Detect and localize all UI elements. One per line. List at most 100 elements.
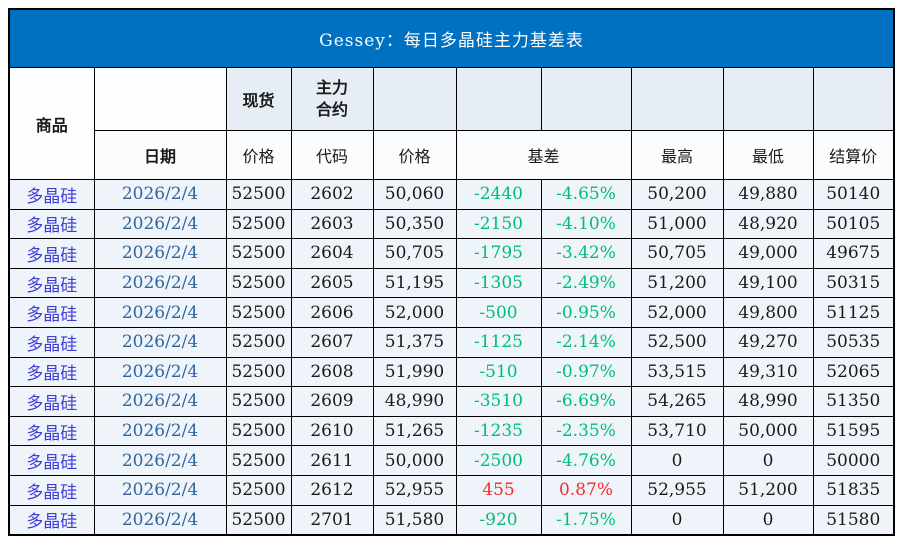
table-row: 多晶硅 2026/2/4 52500 2603 50,350 -2150 -4.… — [8, 208, 895, 240]
spot-price-cell: 52500 — [225, 326, 292, 358]
low-cell: 49,880 — [722, 179, 814, 210]
date-cell: 2026/2/4 — [93, 356, 227, 388]
settlement-cell: 50140 — [812, 179, 895, 210]
basis-pct-cell: 0.87% — [540, 474, 632, 506]
table-row: 多晶硅 2026/2/4 52500 2604 50,705 -1795 -3.… — [8, 238, 895, 269]
header-main-contract: 主力 合约 — [290, 67, 374, 131]
high-cell: 51,000 — [630, 208, 724, 240]
commodity-cell: 多晶硅 — [8, 179, 95, 210]
spreadsheet-area: Gessey：每日多晶硅主力基差表 商品 现货 主力 合约 日期 价格 代码 价… — [8, 8, 896, 537]
low-cell: 0 — [722, 445, 814, 476]
header-band-cell — [540, 67, 632, 131]
date-cell: 2026/2/4 — [93, 415, 227, 447]
futures-price-cell: 51,990 — [372, 356, 457, 388]
futures-price-cell: 50,705 — [372, 238, 457, 269]
settlement-cell: 51580 — [812, 504, 895, 536]
header-date: 日期 — [93, 130, 227, 180]
header-spot-price: 价格 — [225, 130, 292, 180]
futures-price-cell: 50,350 — [372, 208, 457, 240]
basis-value-cell: -1795 — [455, 238, 542, 269]
basis-pct-cell: -0.95% — [540, 297, 632, 328]
header-high: 最高 — [630, 130, 724, 180]
contract-code-cell: 2701 — [290, 504, 374, 536]
low-cell: 49,100 — [722, 267, 814, 299]
spot-price-cell: 52500 — [225, 238, 292, 269]
table-row: 多晶硅 2026/2/4 52500 2607 51,375 -1125 -2.… — [8, 326, 895, 358]
low-cell: 49,000 — [722, 238, 814, 269]
contract-code-cell: 2608 — [290, 356, 374, 388]
contract-code-cell: 2607 — [290, 326, 374, 358]
contract-code-cell: 2609 — [290, 386, 374, 417]
header-low: 最低 — [722, 130, 814, 180]
spot-price-cell: 52500 — [225, 474, 292, 506]
table-row: 多晶硅 2026/2/4 52500 2602 50,060 -2440 -4.… — [8, 179, 895, 210]
header-basis: 基差 — [455, 130, 632, 180]
contract-code-cell: 2603 — [290, 208, 374, 240]
settlement-cell: 52065 — [812, 356, 895, 388]
spot-price-cell: 52500 — [225, 356, 292, 388]
high-cell: 53,710 — [630, 415, 724, 447]
basis-value-cell: -1305 — [455, 267, 542, 299]
table-row: 多晶硅 2026/2/4 52500 2701 51,580 -920 -1.7… — [8, 504, 895, 536]
basis-pct-cell: -0.97% — [540, 356, 632, 388]
basis-pct-cell: -3.42% — [540, 238, 632, 269]
header-band-cell — [722, 67, 814, 131]
basis-value-cell: -920 — [455, 504, 542, 536]
polysilicon-basis-table: Gessey：每日多晶硅主力基差表 商品 现货 主力 合约 日期 价格 代码 价… — [8, 8, 896, 537]
commodity-cell: 多晶硅 — [8, 504, 95, 536]
contract-code-cell: 2606 — [290, 297, 374, 328]
basis-pct-cell: -6.69% — [540, 386, 632, 417]
settlement-cell: 50315 — [812, 267, 895, 299]
commodity-cell: 多晶硅 — [8, 415, 95, 447]
date-cell: 2026/2/4 — [93, 267, 227, 299]
date-cell: 2026/2/4 — [93, 179, 227, 210]
commodity-cell: 多晶硅 — [8, 474, 95, 506]
futures-price-cell: 50,060 — [372, 179, 457, 210]
header-band-cell — [630, 67, 724, 131]
spot-price-cell: 52500 — [225, 179, 292, 210]
basis-value-cell: -2500 — [455, 445, 542, 476]
settlement-cell: 51125 — [812, 297, 895, 328]
low-cell: 49,310 — [722, 356, 814, 388]
commodity-cell: 多晶硅 — [8, 238, 95, 269]
contract-code-cell: 2611 — [290, 445, 374, 476]
date-cell: 2026/2/4 — [93, 386, 227, 417]
settlement-cell: 51595 — [812, 415, 895, 447]
low-cell: 51,200 — [722, 474, 814, 506]
commodity-cell: 多晶硅 — [8, 297, 95, 328]
date-cell: 2026/2/4 — [93, 445, 227, 476]
spot-price-cell: 52500 — [225, 297, 292, 328]
header-settlement: 结算价 — [812, 130, 895, 180]
title-bar: Gessey：每日多晶硅主力基差表 — [8, 8, 895, 68]
basis-pct-cell: -2.35% — [540, 415, 632, 447]
table-row: 多晶硅 2026/2/4 52500 2609 48,990 -3510 -6.… — [8, 386, 895, 417]
settlement-cell: 50105 — [812, 208, 895, 240]
spot-price-cell: 52500 — [225, 504, 292, 536]
contract-code-cell: 2605 — [290, 267, 374, 299]
futures-price-cell: 51,265 — [372, 415, 457, 447]
high-cell: 52,955 — [630, 474, 724, 506]
header-futures-price: 价格 — [372, 130, 457, 180]
basis-pct-cell: -2.14% — [540, 326, 632, 358]
low-cell: 0 — [722, 504, 814, 536]
commodity-cell: 多晶硅 — [8, 267, 95, 299]
spot-price-cell: 52500 — [225, 267, 292, 299]
low-cell: 48,920 — [722, 208, 814, 240]
spot-price-cell: 52500 — [225, 208, 292, 240]
contract-code-cell: 2610 — [290, 415, 374, 447]
contract-code-cell: 2612 — [290, 474, 374, 506]
date-cell: 2026/2/4 — [93, 504, 227, 536]
basis-value-cell: -1125 — [455, 326, 542, 358]
futures-price-cell: 51,580 — [372, 504, 457, 536]
futures-price-cell: 51,195 — [372, 267, 457, 299]
header-band-cell — [372, 67, 457, 131]
table-row: 多晶硅 2026/2/4 52500 2606 52,000 -500 -0.9… — [8, 297, 895, 328]
high-cell: 52,500 — [630, 326, 724, 358]
table-row: 多晶硅 2026/2/4 52500 2610 51,265 -1235 -2.… — [8, 415, 895, 447]
high-cell: 51,200 — [630, 267, 724, 299]
commodity-cell: 多晶硅 — [8, 445, 95, 476]
header-empty-cell — [93, 67, 227, 131]
high-cell: 50,705 — [630, 238, 724, 269]
contract-code-cell: 2602 — [290, 179, 374, 210]
settlement-cell: 51350 — [812, 386, 895, 417]
